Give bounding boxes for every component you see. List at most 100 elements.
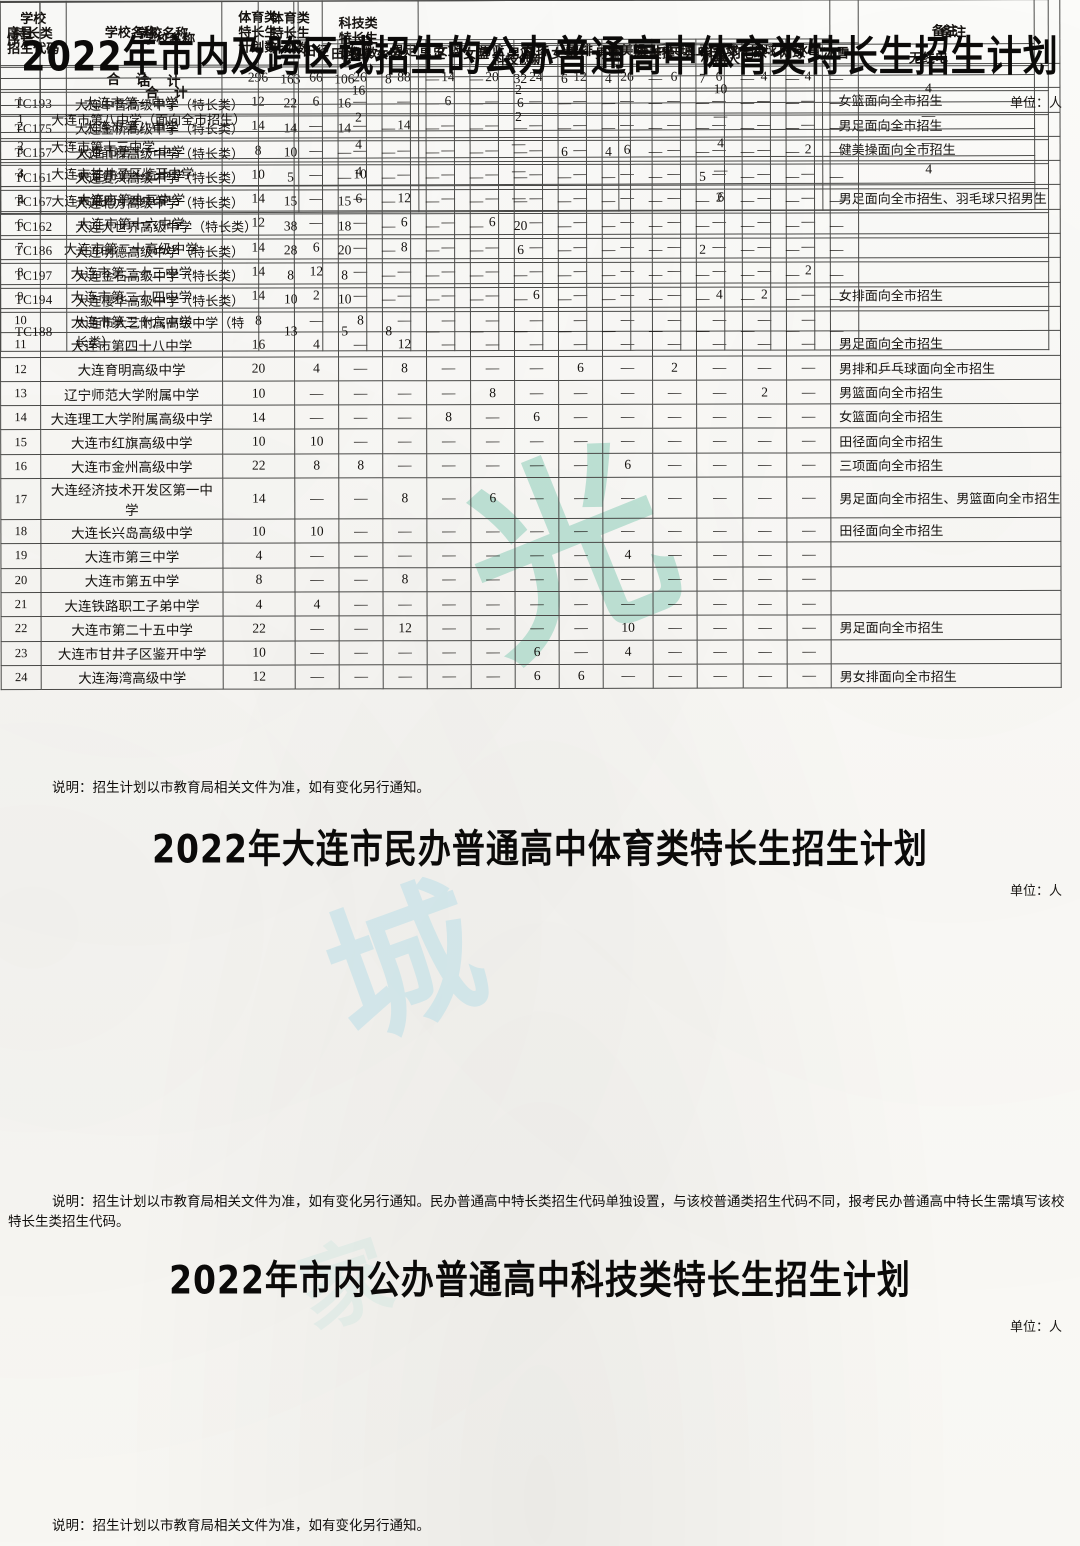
- row-sport-7: —: [602, 428, 653, 454]
- table-row: 14 大连理工大学附属高级中学 14— — —8—6— — — — — — 女篮面向全市招生: [0, 403, 1061, 431]
- row-sport-3: —: [426, 453, 471, 478]
- row-sport-6: —: [559, 639, 604, 665]
- row-plan-total: 10: [222, 380, 295, 406]
- row-plan-total: 10: [222, 429, 295, 454]
- table-row: 3 大连市甘井子区鉴开中学 4— —4: [0, 155, 1035, 187]
- row-sport-2: —: [410, 262, 455, 288]
- row-sport-10: —: [743, 639, 788, 664]
- row-school-name: 大连育明高级中学: [40, 356, 223, 382]
- row-sport-0: 10: [294, 429, 339, 454]
- row-school-name: 大连市第四十四中学: [40, 185, 299, 214]
- row-sport-5: —: [542, 286, 587, 312]
- row-admission-code: TC162: [0, 214, 67, 239]
- row-sport-11: —: [786, 517, 831, 543]
- row-sport-3: —: [426, 380, 471, 405]
- row-sport-5: 6: [515, 639, 560, 665]
- row-school-name: 大连大世界高级中学（特长类）: [66, 213, 259, 239]
- row-admission-code: TC197: [0, 263, 67, 288]
- row-sport-9: —: [724, 286, 771, 312]
- row-admission-code: TC194: [0, 287, 67, 313]
- row-category-2: —: [822, 101, 1035, 130]
- row-sport-2: —: [410, 238, 455, 263]
- row-sport-7: —: [602, 477, 653, 519]
- row-category-0: —: [418, 130, 619, 158]
- row-sport-0: —: [294, 405, 339, 430]
- row-plan-total: 10: [223, 640, 296, 665]
- row-sport-0: 4: [295, 591, 340, 617]
- row-index: 20: [0, 568, 42, 593]
- row-index: 24: [1, 665, 42, 690]
- row-sport-2: 8: [382, 567, 428, 592]
- row-sport-5: —: [514, 477, 559, 519]
- row-sport-9: —: [697, 615, 744, 640]
- row-sport-11: —: [786, 566, 832, 591]
- row-sport-10: —: [770, 310, 815, 351]
- row-sport-0: 4: [294, 356, 339, 381]
- row-sport-8: —: [680, 286, 725, 312]
- table-row: 19 大连市第三中学 4— — — — — — —4— — — —: [0, 541, 1061, 569]
- row-school-name: 大连市第八中学（面向全市招生）: [40, 104, 299, 133]
- row-school-name: 大连金石高级中学（特长类）: [66, 262, 259, 288]
- row-sport-10: —: [743, 663, 788, 689]
- row-sport-5: —: [515, 591, 560, 616]
- row-sport-11: —: [814, 286, 859, 311]
- row-sport-7: —: [630, 237, 681, 263]
- row-plan-total: 10: [222, 519, 295, 544]
- row-remark: 男足面向全市招生、男篮面向全市招生: [830, 476, 1061, 518]
- row-sport-11: —: [787, 590, 832, 616]
- row-sport-10: —: [770, 261, 815, 287]
- row-sport-3: —: [454, 311, 499, 351]
- row-index: 12: [0, 357, 41, 382]
- row-sport-6: —: [558, 566, 604, 592]
- row-sport-6: —: [559, 591, 604, 616]
- row-sport-0: —: [294, 477, 339, 520]
- row-school-name: 大连市第五中学: [40, 567, 224, 593]
- row-sport-5: 6: [515, 664, 560, 689]
- row-sport-6: —: [586, 237, 631, 263]
- row-sport-11: —: [786, 476, 831, 519]
- row-sport-2: —: [382, 380, 427, 405]
- row-index: 16: [0, 454, 41, 479]
- row-sport-11: —: [787, 639, 832, 664]
- row-sport-1: —: [339, 640, 384, 665]
- row-remark: 男女排面向全市招生: [831, 663, 1062, 688]
- row-sport-9: —: [696, 518, 743, 543]
- row-sport-1: —: [338, 429, 383, 454]
- row-sport-7: 4: [603, 639, 654, 665]
- row-sport-5: —: [542, 311, 587, 351]
- row-sport-3: —: [426, 542, 471, 568]
- row-index: 22: [1, 616, 42, 642]
- row-sport-3: —: [454, 287, 499, 312]
- row-sport-10: —: [743, 590, 788, 616]
- row-sport-4: 20: [498, 213, 543, 239]
- row-sport-11: —: [786, 355, 831, 380]
- row-sport-2: —: [382, 543, 427, 568]
- row-sport-3: —: [426, 518, 471, 544]
- row-sport-4: 6: [498, 237, 543, 263]
- row-school-name: 大连市红旗高级中学: [40, 429, 223, 455]
- row-plan-total: 4: [298, 130, 419, 159]
- row-plan-total: 10: [258, 287, 323, 312]
- row-sport-2: —: [382, 453, 427, 478]
- row-sport-9: —: [696, 428, 743, 453]
- row-sport-7: 10: [603, 615, 654, 640]
- row-sport-9: —: [724, 237, 771, 263]
- row-sport-11: —: [814, 261, 859, 287]
- row-sport-6: —: [586, 286, 631, 312]
- row-sport-11: —: [814, 310, 859, 350]
- row-sport-8: —: [652, 477, 697, 519]
- row-sport-7: —: [602, 566, 654, 592]
- row-sport-6: —: [559, 615, 604, 640]
- row-sport-9: —: [724, 311, 771, 351]
- row-sport-6: —: [558, 477, 603, 519]
- row-index: 23: [1, 641, 42, 666]
- row-sport-7: —: [603, 664, 654, 689]
- row-remark: 女篮面向全市招生: [830, 403, 1061, 429]
- row-sport-9: —: [697, 590, 744, 616]
- row-remark: [858, 261, 1049, 287]
- row-sport-2: —: [383, 591, 428, 617]
- row-category-0: 2: [418, 103, 619, 131]
- table-row: 18 大连长兴岛高级中学 10 10— — — — — — — — — — — 田径面向全市招生: [0, 517, 1061, 544]
- row-school-name: 大连市第十三中学: [40, 131, 299, 160]
- row-sport-10: —: [742, 428, 787, 453]
